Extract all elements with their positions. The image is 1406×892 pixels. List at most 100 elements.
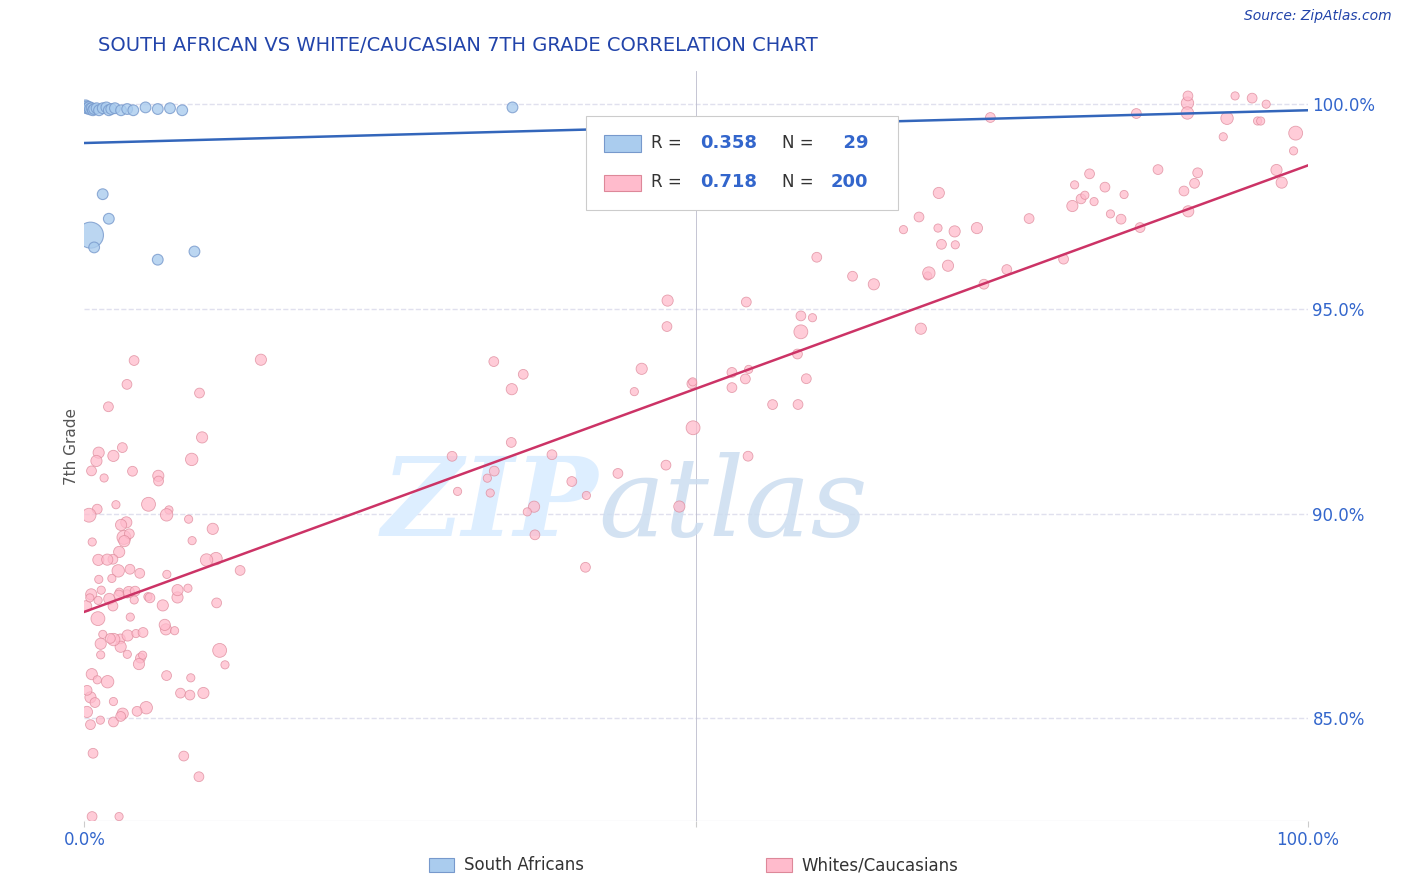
Point: [501, 382, 523, 396]
Point: [76, 683, 98, 698]
Point: [79, 591, 101, 605]
Point: [91, 101, 114, 115]
Point: [96, 100, 118, 114]
Point: [1109, 212, 1132, 227]
Point: [1125, 106, 1147, 120]
Point: [110, 103, 132, 118]
Point: [737, 362, 759, 376]
Point: [86, 101, 108, 115]
Point: [80, 809, 103, 823]
Point: [927, 221, 949, 235]
Point: [806, 250, 828, 264]
Point: [111, 441, 134, 455]
Point: [177, 581, 200, 595]
Point: [101, 599, 124, 613]
Point: [89, 713, 111, 727]
Point: [177, 512, 200, 526]
Point: [1177, 96, 1199, 111]
Text: 0.358: 0.358: [700, 134, 756, 152]
Point: [682, 421, 704, 435]
Point: [1282, 144, 1305, 158]
Point: [561, 475, 583, 489]
Point: [108, 585, 131, 599]
Point: [623, 384, 645, 399]
Point: [166, 583, 188, 598]
Point: [169, 686, 191, 700]
Point: [801, 310, 824, 325]
Point: [75, 99, 97, 113]
Point: [229, 564, 252, 578]
Point: [250, 352, 273, 367]
Point: [205, 551, 228, 566]
Point: [205, 596, 228, 610]
Point: [79, 690, 101, 705]
Point: [118, 562, 141, 576]
Point: [446, 484, 468, 499]
Point: [157, 503, 180, 517]
Point: [118, 526, 141, 541]
Point: [159, 101, 181, 115]
Point: [103, 449, 125, 463]
Point: [523, 500, 546, 514]
Point: [125, 704, 148, 718]
Point: [111, 706, 134, 721]
Point: [1177, 89, 1199, 103]
Point: [183, 244, 205, 259]
Point: [97, 211, 120, 226]
Point: [1074, 188, 1097, 202]
Text: R =: R =: [651, 173, 686, 191]
Text: R =: R =: [651, 134, 686, 152]
Point: [87, 573, 110, 587]
Point: [83, 102, 105, 116]
Point: [630, 361, 652, 376]
Point: [107, 588, 129, 602]
Point: [574, 560, 596, 574]
Point: [125, 626, 148, 640]
Point: [80, 464, 103, 478]
Point: [101, 552, 124, 566]
Point: [122, 353, 145, 368]
Point: [541, 448, 564, 462]
Point: [97, 674, 120, 689]
Point: [1187, 166, 1209, 180]
Point: [135, 700, 157, 714]
Point: [893, 222, 915, 236]
Point: [110, 517, 132, 532]
Point: [979, 111, 1001, 125]
Point: [104, 498, 127, 512]
Point: [1265, 163, 1288, 178]
Point: [214, 657, 236, 672]
Point: [90, 648, 112, 662]
Point: [86, 502, 108, 516]
Point: [146, 252, 169, 267]
Point: [681, 376, 703, 391]
Point: [575, 488, 598, 502]
Point: [155, 668, 177, 682]
Point: [77, 100, 100, 114]
Point: [523, 528, 546, 542]
Text: Source: ZipAtlas.com: Source: ZipAtlas.com: [1244, 9, 1392, 23]
Point: [477, 471, 499, 485]
Point: [1063, 178, 1085, 192]
Point: [152, 599, 174, 613]
Point: [918, 266, 941, 280]
Point: [655, 458, 678, 472]
Text: N =: N =: [782, 134, 818, 152]
Point: [1184, 177, 1206, 191]
Point: [188, 386, 211, 401]
Point: [84, 696, 107, 710]
Point: [120, 610, 142, 624]
Point: [482, 354, 505, 368]
Point: [122, 593, 145, 607]
FancyBboxPatch shape: [586, 116, 898, 210]
Point: [863, 277, 886, 292]
Point: [1173, 184, 1195, 198]
Point: [790, 309, 813, 323]
Point: [208, 643, 231, 657]
Point: [191, 430, 214, 444]
Point: [80, 101, 103, 115]
Point: [107, 564, 129, 578]
Point: [179, 688, 201, 702]
Point: [734, 372, 756, 386]
Point: [943, 224, 966, 238]
